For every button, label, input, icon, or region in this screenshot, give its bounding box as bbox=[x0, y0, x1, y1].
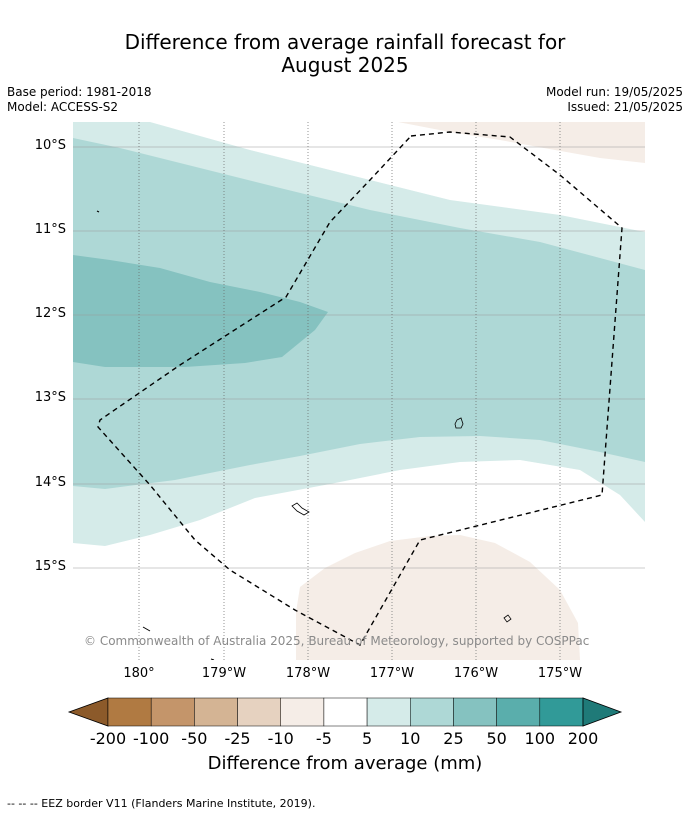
colorbar-tick-label: -10 bbox=[267, 729, 294, 748]
lon-label-178w: 178°W bbox=[285, 666, 331, 681]
colorbar-tick-label: 100 bbox=[524, 729, 556, 748]
island-south-west bbox=[142, 626, 151, 632]
issued-date: Issued: 21/05/2025 bbox=[567, 100, 683, 114]
colorbar-segment bbox=[237, 697, 281, 727]
rainfall-zone-dark-teal bbox=[73, 255, 328, 367]
colorbar-tick-label: -50 bbox=[181, 729, 208, 748]
colorbar-tick-label: -200 bbox=[89, 729, 127, 748]
colorbar-segment bbox=[410, 697, 454, 727]
colorbar-segment bbox=[323, 697, 368, 727]
colorbar-extend-low bbox=[67, 697, 109, 727]
lon-label-177w: 177°W bbox=[369, 666, 415, 681]
colorbar-segment bbox=[150, 697, 195, 727]
lon-label-180: 180° bbox=[123, 666, 155, 681]
model-run: Model run: 19/05/2025 bbox=[545, 85, 683, 99]
colorbar-tick-label: 25 bbox=[443, 729, 464, 748]
map-area bbox=[73, 122, 645, 660]
colorbar-segment bbox=[194, 697, 238, 727]
lat-gridlines bbox=[73, 146, 645, 569]
lat-label-12s: 12°S bbox=[34, 306, 66, 321]
lat-label-13s: 13°S bbox=[34, 390, 66, 405]
colorbar-tick-label: -25 bbox=[224, 729, 251, 748]
lat-label-11s: 11°S bbox=[34, 222, 66, 237]
lat-label-15s: 15°S bbox=[34, 559, 66, 574]
lat-label-14s: 14°S bbox=[34, 475, 66, 490]
colorbar-tick-label: 10 bbox=[400, 729, 421, 748]
model-name: Model: ACCESS-S2 bbox=[7, 100, 119, 114]
eez-border bbox=[97, 131, 623, 646]
colorbar-segment bbox=[366, 697, 411, 727]
colorbar-segment bbox=[496, 697, 541, 727]
rainfall-zone-tan-south bbox=[296, 535, 580, 660]
colorbar-tick-label: 5 bbox=[361, 729, 373, 748]
island-north-west bbox=[96, 210, 100, 213]
rainfall-zone-mid-teal bbox=[73, 138, 645, 489]
colorbar-segment bbox=[453, 697, 497, 727]
colorbar-label: Difference from average (mm) bbox=[207, 753, 483, 774]
meta-right: Model run: 19/05/2025 Issued: 21/05/2025 bbox=[546, 85, 683, 115]
chart-title: Difference from average rainfall forecas… bbox=[0, 31, 690, 77]
colorbar-tick-label: 50 bbox=[486, 729, 507, 748]
lon-label-176w: 176°W bbox=[453, 666, 499, 681]
colorbar-tick-label: -100 bbox=[133, 729, 170, 748]
copyright-notice: © Commonwealth of Australia 2025, Bureau… bbox=[84, 634, 590, 648]
lon-label-179w: 179°W bbox=[201, 666, 247, 681]
meta-left: Base period: 1981-2018 Model: ACCESS-S2 bbox=[7, 85, 152, 115]
colorbar-segment bbox=[539, 697, 584, 727]
colorbar-extend-high bbox=[582, 697, 623, 727]
eez-legend-note: -- -- -- EEZ border V11 (Flanders Marine… bbox=[7, 797, 316, 810]
island-east bbox=[454, 417, 464, 429]
title-line-2: August 2025 bbox=[281, 53, 409, 77]
title-line-1: Difference from average rainfall forecas… bbox=[124, 30, 566, 54]
island-bottom bbox=[210, 658, 215, 660]
lat-label-10s: 10°S bbox=[34, 138, 66, 153]
colorbar-tick-label: -5 bbox=[315, 729, 332, 748]
island-south-central bbox=[291, 502, 310, 516]
lon-label-175w: 175°W bbox=[537, 666, 583, 681]
base-period: Base period: 1981-2018 bbox=[7, 85, 152, 99]
island-south-east bbox=[503, 614, 512, 623]
colorbar-tick-label: 200 bbox=[567, 729, 599, 748]
colorbar-segment bbox=[280, 697, 325, 727]
colorbar-segment bbox=[107, 697, 152, 727]
